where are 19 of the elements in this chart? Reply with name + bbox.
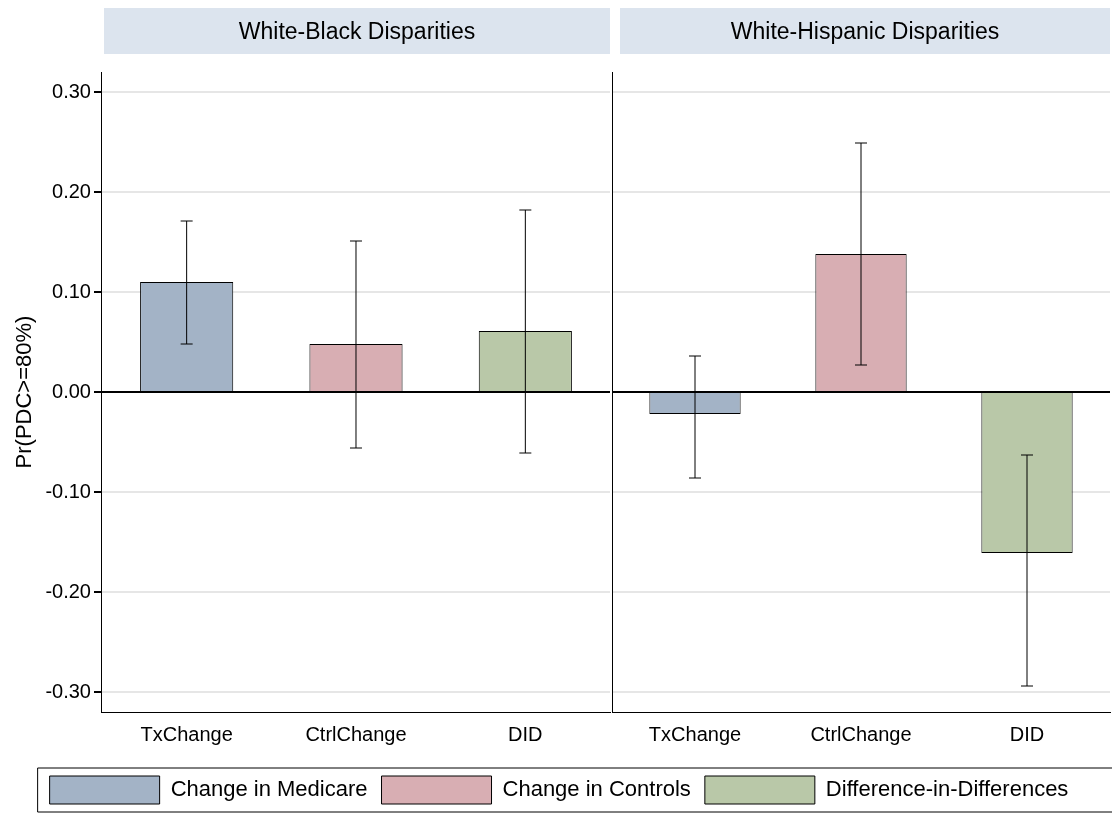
y-tick-label: 0.30 bbox=[52, 79, 91, 102]
y-tick-label: -0.30 bbox=[45, 679, 91, 702]
x-tick-label: DID bbox=[508, 722, 543, 745]
x-tick-label: CtrlChange bbox=[810, 722, 912, 745]
chart-title: White-Hispanic Disparities bbox=[620, 8, 1110, 54]
x-tick-label: DID bbox=[1009, 722, 1045, 745]
x-tick-label: TxChange bbox=[648, 722, 742, 745]
y-tick-label: 0.00 bbox=[52, 379, 91, 402]
y-tick-label: -0.10 bbox=[45, 479, 91, 502]
legend-label: Difference-in-Differences bbox=[825, 776, 1069, 802]
y-tick-label: 0.20 bbox=[52, 179, 91, 202]
y-tick-label: 0.10 bbox=[52, 279, 91, 302]
x-tick-label: TxChange bbox=[140, 722, 233, 745]
y-axis-title: Pr(PDC>=80%) bbox=[11, 315, 37, 469]
legend-label: Change in Controls bbox=[502, 776, 691, 802]
chart-title: White-Black Disparities bbox=[104, 8, 610, 54]
x-tick-label: CtrlChange bbox=[305, 722, 407, 745]
legend-label: Change in Medicare bbox=[170, 776, 368, 802]
y-tick-label: -0.20 bbox=[45, 579, 91, 602]
